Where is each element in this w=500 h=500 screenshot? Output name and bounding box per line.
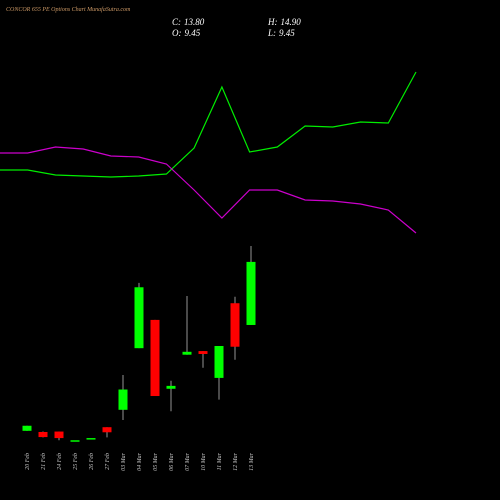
candle-body xyxy=(230,303,240,347)
candle-body xyxy=(54,431,64,439)
x-tick-label: 10 Mar xyxy=(201,452,207,470)
x-tick-label: 05 Mar xyxy=(153,452,159,470)
ohlc-value: 14.90 xyxy=(281,17,302,27)
x-tick-label: 24 Feb xyxy=(56,453,63,470)
x-tick-label: 11 Mar xyxy=(217,452,223,470)
x-tick-label: 07 Mar xyxy=(185,452,191,470)
x-tick-label: 20 Feb xyxy=(25,453,31,470)
ohlc-item: O: 9.45 xyxy=(172,28,201,38)
candle-body xyxy=(102,427,112,433)
ohlc-key: L: xyxy=(267,28,276,38)
ohlc-key: C: xyxy=(172,17,181,27)
candle-body xyxy=(166,385,176,389)
candle-body xyxy=(70,440,80,442)
candle-body xyxy=(118,389,128,410)
x-tick-label: 06 Mar xyxy=(169,452,175,470)
ohlc-value: 13.80 xyxy=(184,17,205,27)
indicator-line xyxy=(0,71,417,178)
candle-body xyxy=(38,431,48,438)
x-tick-label: 12 Mar xyxy=(233,452,239,470)
x-tick-label: 21 Feb xyxy=(41,453,47,470)
candle-body xyxy=(150,319,160,397)
candle-body xyxy=(246,261,256,325)
candle-body xyxy=(22,425,32,431)
candle-body xyxy=(86,438,96,440)
x-tick-label: 13 Mar xyxy=(249,452,255,470)
x-tick-label: 03 Mar xyxy=(121,452,127,470)
ohlc-item: C: 13.80 xyxy=(172,17,205,27)
candle-body xyxy=(182,351,192,355)
ohlc-item: L: 9.45 xyxy=(267,28,295,38)
x-tick-label: 27 Feb xyxy=(105,453,111,470)
ohlc-value: 9.45 xyxy=(185,28,201,38)
ohlc-key: H: xyxy=(267,17,278,27)
ohlc-item: H: 14.90 xyxy=(267,17,301,27)
x-tick-label: 26 Feb xyxy=(89,453,95,470)
x-tick-label: 25 Feb xyxy=(73,453,79,470)
ohlc-key: O: xyxy=(172,28,182,38)
ohlc-value: 9.45 xyxy=(279,28,295,38)
candle-body xyxy=(134,287,144,349)
indicator-line xyxy=(0,146,417,234)
chart-title: CONCOR 655 PE Options Chart MunafaSutra.… xyxy=(6,6,131,13)
candle-body xyxy=(214,346,224,378)
x-tick-label: 04 Mar xyxy=(136,452,143,470)
candle-body xyxy=(198,351,208,354)
